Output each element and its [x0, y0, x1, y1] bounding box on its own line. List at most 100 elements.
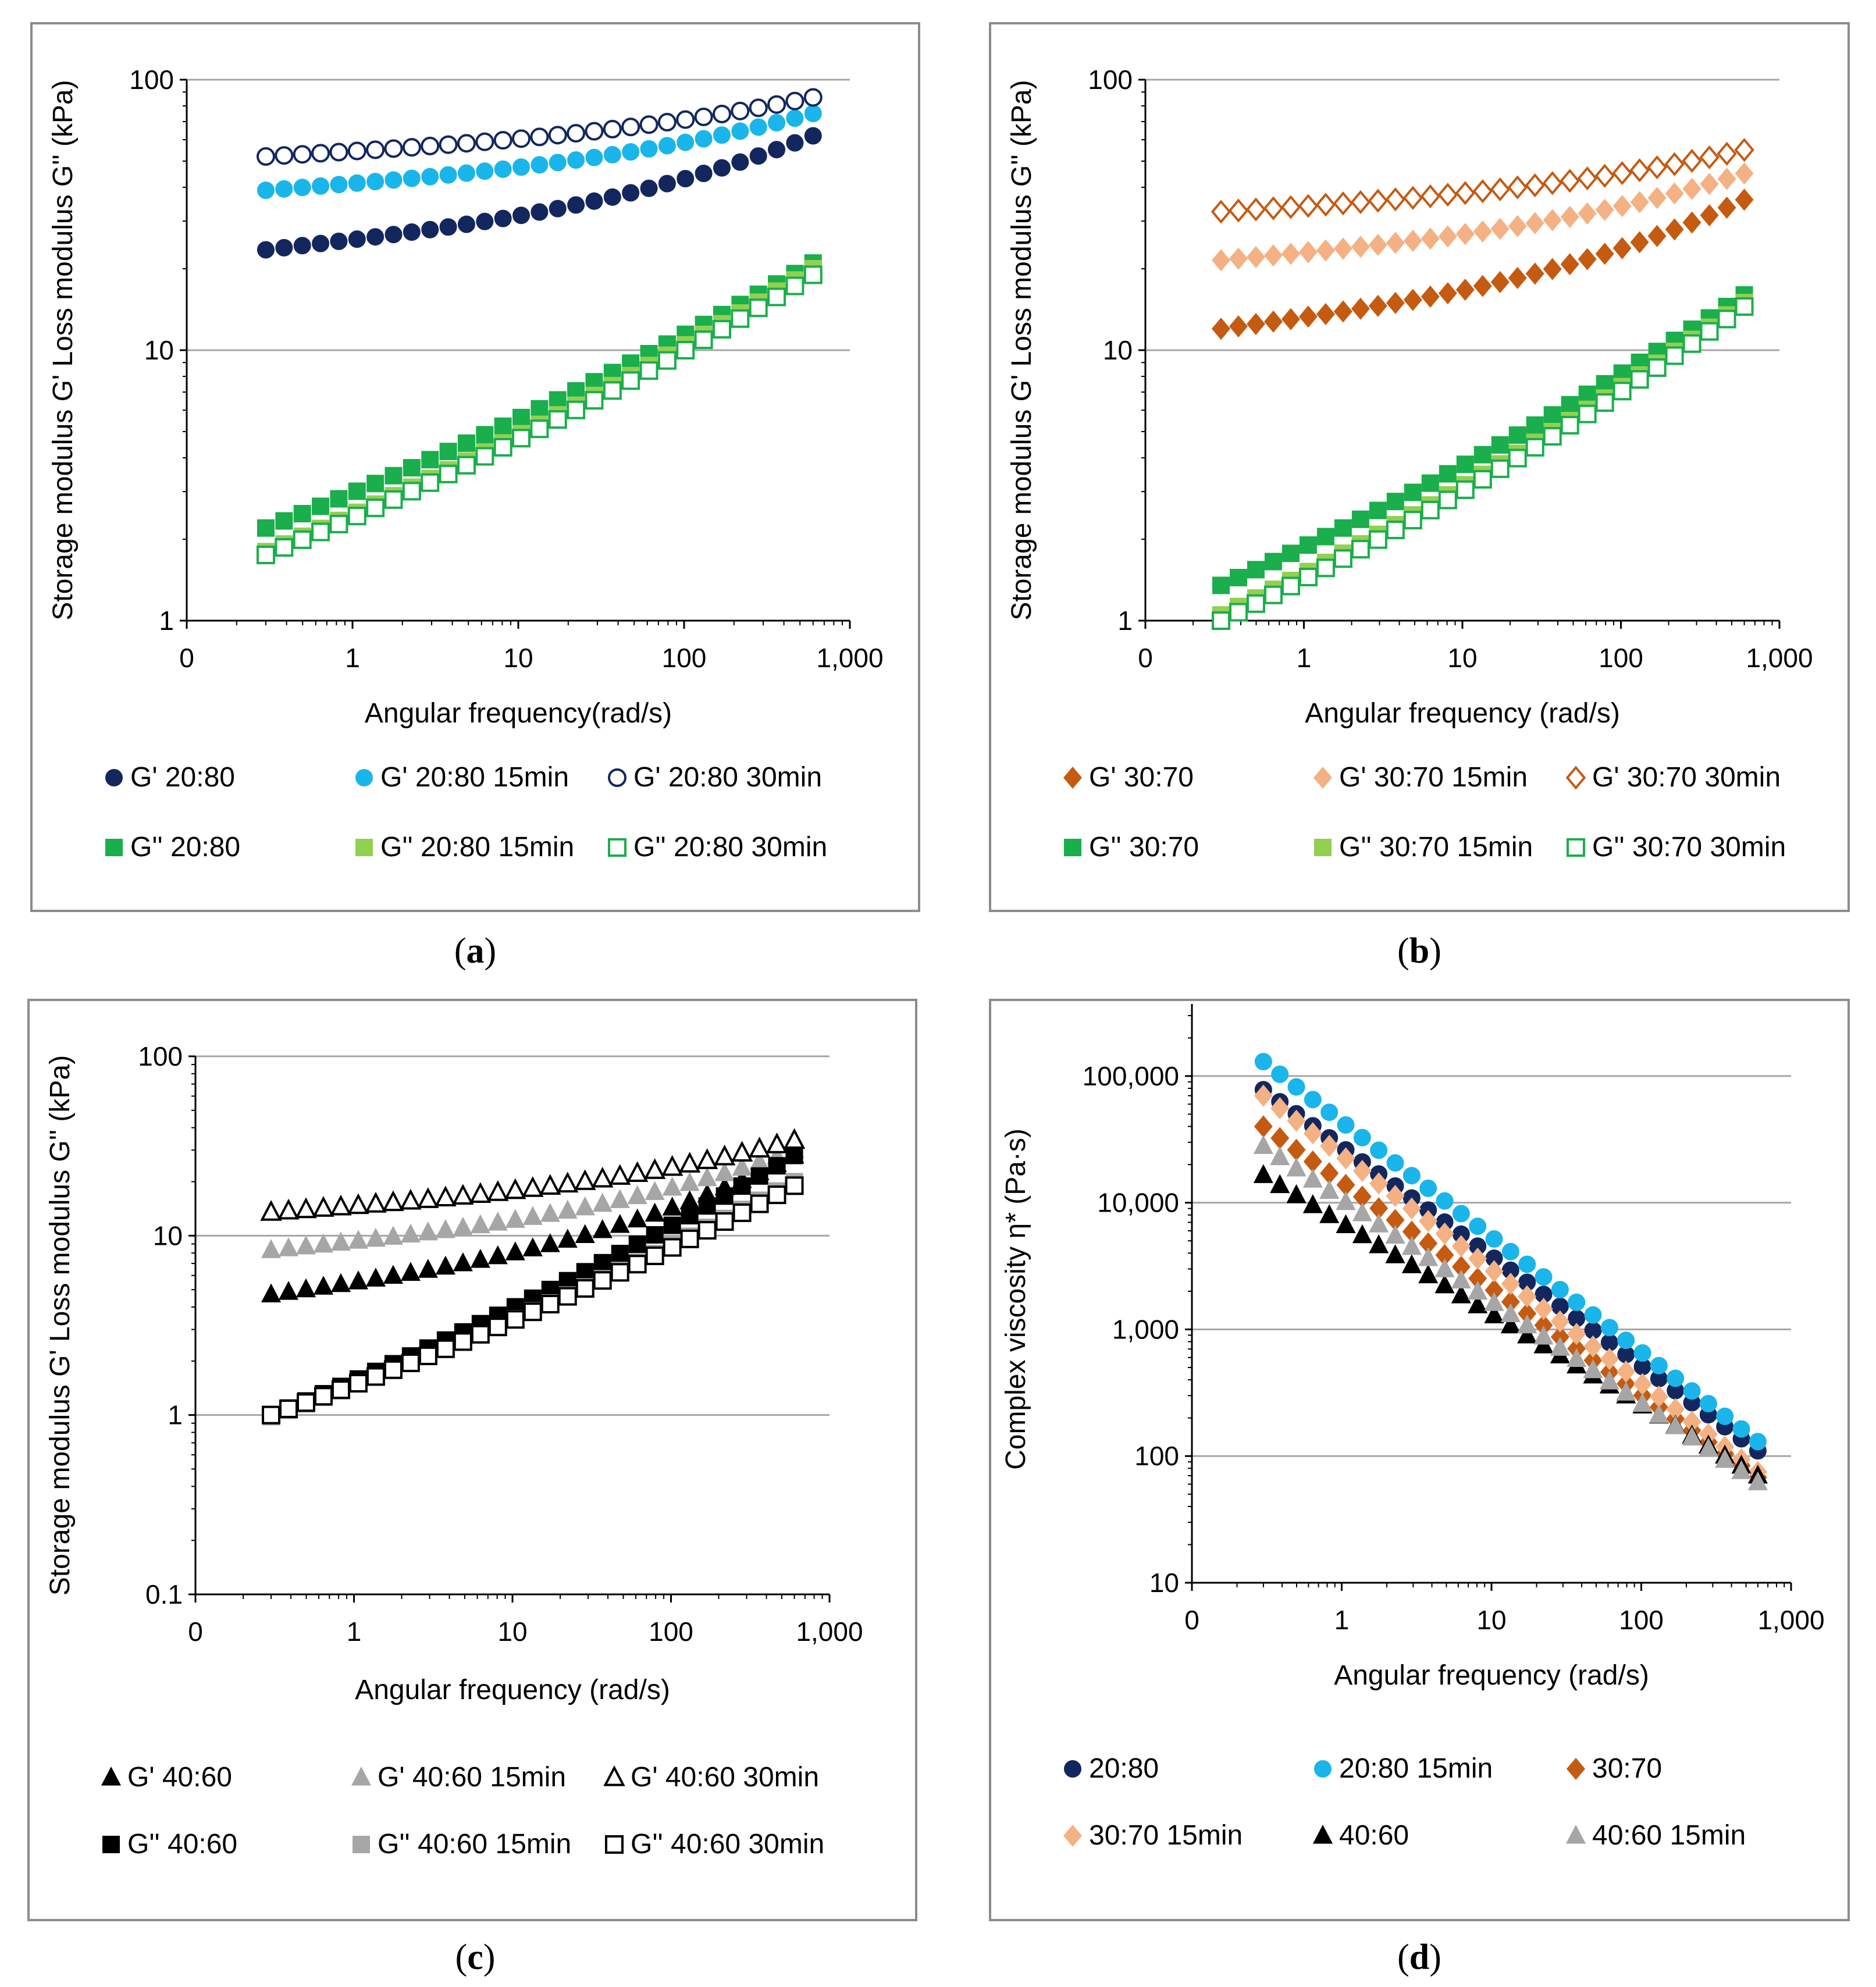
data-point — [1595, 198, 1614, 221]
data-point — [662, 1176, 682, 1196]
data-point — [567, 151, 585, 169]
data-point — [1612, 195, 1632, 218]
legend-item: G'' 30:70 15min — [1314, 832, 1533, 863]
series-g-40-60-30min — [260, 1128, 806, 1221]
data-point — [402, 482, 421, 501]
data-point — [403, 223, 421, 241]
data-point — [766, 1133, 788, 1153]
data-point — [1665, 346, 1684, 365]
data-point — [1567, 1323, 1586, 1345]
data-point — [1455, 480, 1475, 499]
legend-label: G'' 20:80 15min — [380, 832, 574, 863]
data-point — [1578, 202, 1597, 225]
data-point — [1439, 465, 1457, 483]
data-point — [1717, 196, 1736, 219]
data-point — [421, 451, 439, 469]
data-point — [1270, 1174, 1290, 1194]
data-point — [639, 361, 658, 380]
data-point — [1263, 585, 1283, 604]
series-g-20-80-30min — [256, 265, 823, 564]
data-point — [1369, 1172, 1389, 1195]
data-point — [1386, 520, 1405, 539]
y-tick-label: 10 — [144, 335, 174, 365]
data-point — [1500, 1314, 1521, 1334]
data-point — [1594, 163, 1615, 188]
x-tick-label: 0 — [1184, 1605, 1199, 1635]
data-point — [275, 538, 294, 557]
data-point — [697, 1221, 717, 1240]
legend-label: 40:60 — [1339, 1820, 1409, 1851]
y-tick-label: 100,000 — [1083, 1061, 1179, 1091]
data-point — [312, 234, 330, 252]
data-point — [750, 1194, 769, 1213]
data-point — [1385, 187, 1406, 212]
legend-item: 30:70 — [1566, 1753, 1662, 1784]
data-point — [731, 122, 749, 140]
legend-item: G' 40:60 — [101, 1762, 232, 1793]
legend-label: G' 30:70 — [1089, 762, 1194, 793]
data-point — [621, 117, 640, 137]
data-point — [539, 1174, 561, 1195]
data-point — [1212, 318, 1231, 340]
data-point — [626, 1161, 649, 1183]
data-point — [1298, 241, 1318, 263]
data-point — [1304, 1091, 1322, 1109]
data-point — [1612, 382, 1632, 401]
legend-item: G'' 30:70 — [1064, 832, 1199, 863]
data-point — [1368, 530, 1387, 549]
data-point — [785, 276, 804, 295]
data-point — [476, 212, 494, 230]
data-point — [1281, 544, 1300, 562]
data-point — [1452, 1205, 1470, 1223]
data-point — [731, 309, 750, 328]
data-point — [1281, 308, 1300, 330]
data-point — [1508, 266, 1527, 289]
data-point — [786, 134, 804, 152]
data-point — [522, 1206, 543, 1225]
data-point — [643, 1158, 666, 1179]
data-point — [576, 1263, 594, 1281]
legend-item: G'' 40:60 15min — [353, 1829, 571, 1860]
data-point — [585, 122, 604, 141]
data-point — [1438, 282, 1457, 305]
data-point — [457, 134, 476, 153]
y-tick-label: 100 — [129, 65, 174, 95]
data-point — [786, 109, 804, 127]
data-point — [767, 1185, 786, 1205]
data-point — [750, 1167, 768, 1185]
data-point — [476, 162, 494, 180]
data-point — [548, 410, 567, 429]
data-point — [627, 1208, 647, 1228]
data-point — [1683, 1382, 1701, 1400]
data-point — [646, 1226, 664, 1244]
legend-marker — [353, 1836, 370, 1853]
legend-marker — [1313, 766, 1333, 789]
data-point — [453, 1216, 473, 1236]
data-point — [1336, 1191, 1356, 1210]
data-point — [1421, 500, 1440, 519]
data-point — [512, 129, 531, 148]
data-point — [1664, 152, 1685, 176]
data-point — [658, 137, 676, 155]
legend-label: 30:70 15min — [1089, 1820, 1243, 1851]
data-point — [1316, 558, 1335, 578]
legend-item: 40:60 — [1312, 1820, 1409, 1851]
data-point — [574, 1169, 596, 1190]
legend-marker — [101, 1767, 122, 1786]
panel-a: 1 10 100 0 1 10 100 1,000 Angular frequency(rad/… — [30, 22, 920, 912]
data-point — [1271, 1065, 1289, 1083]
legend-item: G' 20:80 — [105, 762, 235, 793]
data-point — [421, 473, 440, 492]
data-point — [435, 1255, 455, 1275]
data-point — [1245, 197, 1266, 222]
legend-label: G' 20:80 30min — [633, 762, 822, 793]
data-point — [311, 522, 330, 542]
data-point — [365, 1227, 386, 1247]
data-point — [768, 1157, 786, 1175]
data-point — [365, 1191, 387, 1213]
legend-marker — [1565, 765, 1586, 790]
data-point — [1468, 1247, 1487, 1270]
x-tick-label: 100 — [662, 643, 707, 673]
data-point — [1280, 195, 1301, 219]
data-point — [512, 408, 531, 426]
